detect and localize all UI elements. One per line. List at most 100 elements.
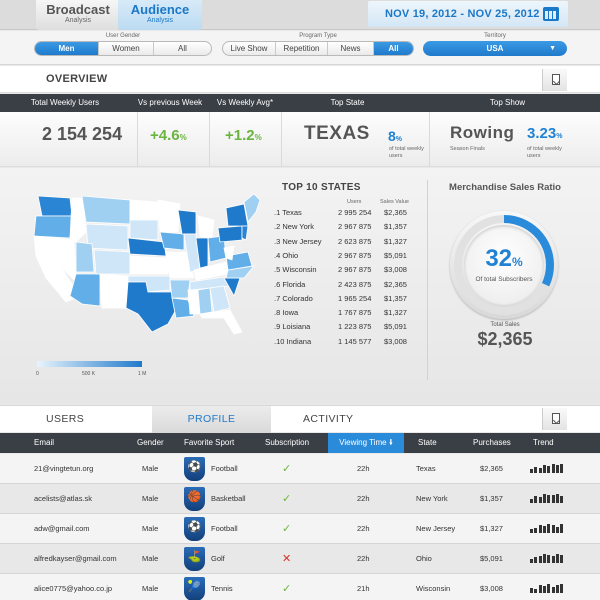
top10-row[interactable]: .3 New Jersey 2 623 875 $1,327 bbox=[274, 237, 419, 251]
top10-rank: .8 bbox=[274, 308, 281, 318]
table-header: Email Gender Favorite Sport Subscription… bbox=[0, 433, 600, 453]
top10-state-name: Texas bbox=[282, 208, 302, 217]
kpi-row: 2 154 254 +4.6% +1.2% TEXAS 8% of total … bbox=[0, 112, 600, 167]
export-icon bbox=[552, 74, 560, 85]
trend-bar bbox=[560, 584, 564, 593]
program-option-live-show[interactable]: Live Show bbox=[223, 42, 276, 55]
trend-bar bbox=[560, 464, 564, 473]
merch-ratio-number: 32 bbox=[485, 245, 513, 272]
top10-row[interactable]: .10 Indiana 1 145 577 $3,008 bbox=[274, 337, 419, 351]
top10-sales: $5,091 bbox=[384, 322, 407, 332]
calendar-icon[interactable] bbox=[543, 7, 559, 21]
map-state-arkansas bbox=[169, 279, 191, 299]
trend-sparkline bbox=[530, 584, 564, 593]
top10-users: 2 995 254 bbox=[338, 208, 372, 217]
cell-gender: Male bbox=[142, 524, 159, 533]
table-row[interactable]: adw@gmail.com Male Football 22h New Jersey $1… bbox=[0, 514, 600, 544]
top10-row[interactable]: .2 New York 2 967 875 $1,357 bbox=[274, 222, 419, 236]
vs-avg-value: +1.2% bbox=[225, 127, 262, 144]
merch-title: Merchandise Sales Ratio bbox=[449, 182, 561, 193]
col-email[interactable]: Email bbox=[34, 438, 55, 447]
detail-tabs: USERS PROFILE ACTIVITY bbox=[0, 405, 600, 433]
trend-bar bbox=[542, 525, 546, 533]
trend-bar bbox=[542, 464, 546, 473]
cell-state: New York bbox=[416, 494, 448, 503]
table-row[interactable]: alfredkayser@gmail.com Male Golf 22h Ohio $5,… bbox=[0, 544, 600, 574]
top10-state-name: Ohio bbox=[282, 250, 299, 260]
top10-row[interactable]: .1 Texas 2 995 254 $2,365 bbox=[274, 208, 419, 222]
gender-option-men[interactable]: Men bbox=[35, 42, 99, 55]
tab-subtitle: Analysis bbox=[146, 17, 174, 24]
cell-state: Texas bbox=[416, 464, 436, 473]
cell-email: alfredkayser@gmail.com bbox=[34, 554, 117, 563]
trend-sparkline bbox=[530, 494, 564, 503]
top10-row[interactable]: .5 Wisconsin 2 967 875 $3,008 bbox=[274, 265, 419, 279]
top10-rank: .5 bbox=[274, 265, 281, 275]
cell-gender: Male bbox=[142, 554, 159, 563]
cell-viewing-time: 21h bbox=[357, 584, 370, 593]
cell-sport: Golf bbox=[211, 554, 225, 563]
trend-bar bbox=[547, 494, 551, 503]
map-state-pennsylvania bbox=[217, 225, 243, 243]
cell-email: 21@vingtetun.org bbox=[34, 464, 94, 473]
usa-choropleth-map[interactable] bbox=[30, 186, 260, 336]
tab-audience-analysis[interactable]: Audience Analysis bbox=[118, 0, 202, 30]
col-favorite-sport[interactable]: Favorite Sport bbox=[184, 438, 235, 447]
col-subscription[interactable]: Subscription bbox=[265, 438, 310, 447]
top10-row[interactable]: .6 Florida 2 423 875 $2,365 bbox=[274, 280, 419, 294]
trend-bar bbox=[534, 495, 538, 503]
map-state-new-mexico bbox=[99, 273, 129, 309]
top-bar: Broadcast Analysis Audience Analysis NOV… bbox=[0, 0, 600, 30]
gender-option-all[interactable]: All bbox=[178, 44, 187, 53]
trend-sparkline bbox=[530, 464, 564, 473]
tab-profile[interactable]: PROFILE bbox=[152, 406, 271, 433]
tab-activity[interactable]: ACTIVITY bbox=[303, 413, 354, 425]
col-gender[interactable]: Gender bbox=[137, 438, 164, 447]
territory-dropdown[interactable]: USA ▼ bbox=[423, 41, 567, 56]
col-purchases[interactable]: Purchases bbox=[473, 438, 511, 447]
tab-users[interactable]: USERS bbox=[46, 413, 85, 425]
col-viewing-time[interactable]: Viewing Time 🠛 bbox=[328, 433, 404, 453]
table-row[interactable]: 21@vingtetun.org Male Football 22h Texas $2,3… bbox=[0, 454, 600, 484]
trend-sparkline bbox=[530, 554, 564, 563]
top-show-value: Rowing bbox=[450, 123, 515, 142]
donut-arc bbox=[454, 215, 554, 315]
program-option-news[interactable]: News bbox=[328, 42, 374, 55]
export-table-button[interactable] bbox=[542, 408, 567, 430]
trend-bar bbox=[547, 465, 551, 473]
trend-bar bbox=[534, 556, 538, 563]
top10-row[interactable]: .7 Colorado 1 965 254 $1,357 bbox=[274, 294, 419, 308]
trend-bar bbox=[547, 524, 551, 533]
top10-users: 2 423 875 bbox=[338, 279, 372, 289]
top10-row[interactable]: .4 Ohio 2 967 875 $5,091 bbox=[274, 251, 419, 265]
map-state-texas bbox=[125, 281, 179, 333]
tab-broadcast-analysis[interactable]: Broadcast Analysis bbox=[36, 0, 120, 30]
trend-bar bbox=[551, 586, 555, 593]
table-row[interactable]: alice0775@yahoo.co.jp Male Tennis 21h Wiscon… bbox=[0, 574, 600, 600]
gender-option-women[interactable]: Women bbox=[99, 42, 154, 55]
top10-state: .5 Wisconsin bbox=[274, 265, 317, 274]
territory-value: USA bbox=[486, 44, 504, 53]
top10-row[interactable]: .8 Iowa 1 767 875 $1,327 bbox=[274, 308, 419, 322]
kpi-header: Total Weekly Users Vs previous Week Vs W… bbox=[0, 94, 600, 112]
col-trend[interactable]: Trend bbox=[533, 438, 554, 447]
date-range-picker[interactable]: NOV 19, 2012 - NOV 25, 2012 bbox=[368, 1, 568, 27]
trend-bar bbox=[560, 554, 564, 563]
map-state-new-jersey bbox=[241, 225, 249, 241]
not-subscribed-cross-icon: ✕ bbox=[282, 553, 292, 565]
map-state-indiana bbox=[195, 237, 209, 269]
kpi-top-state: TEXAS 8% of total weekly users bbox=[282, 112, 430, 167]
cell-sport: Football bbox=[211, 524, 238, 533]
program-option-repetition[interactable]: Repetition bbox=[276, 42, 328, 55]
table-row[interactable]: acelists@atlas.sk Male Basketball 22h New Yo… bbox=[0, 484, 600, 514]
top10-row[interactable]: .9 Loisiana 1 223 875 $5,091 bbox=[274, 322, 419, 336]
top10-state-name: Wisconsin bbox=[282, 265, 317, 275]
col-state[interactable]: State bbox=[418, 438, 437, 447]
cell-purchases: $3,008 bbox=[480, 584, 503, 593]
map-state-nebraska bbox=[127, 237, 167, 257]
map-state-montana bbox=[81, 195, 131, 225]
map-state-wyoming bbox=[85, 223, 129, 251]
map-legend-label-min: 0 bbox=[36, 371, 39, 377]
program-option-all[interactable]: All bbox=[374, 42, 413, 55]
export-button[interactable] bbox=[542, 69, 567, 91]
